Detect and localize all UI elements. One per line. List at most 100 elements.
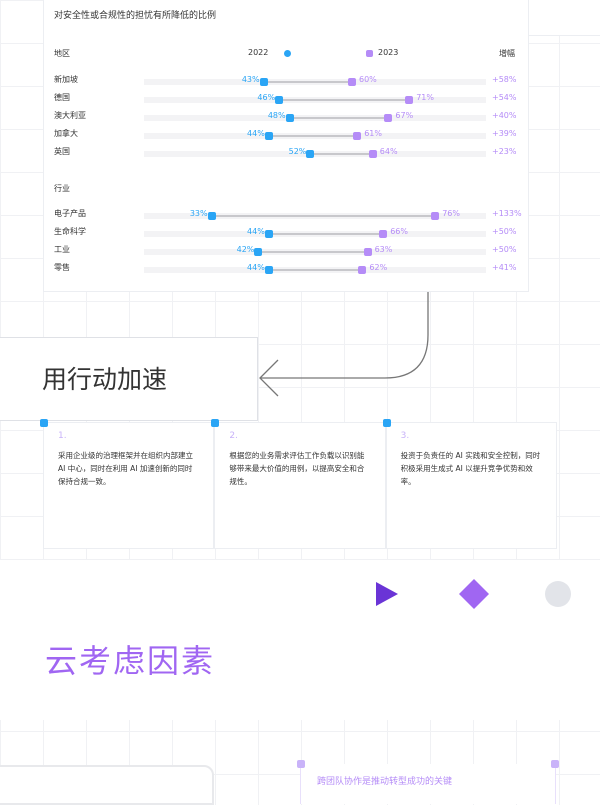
range-line (268, 233, 384, 235)
point-2022 (264, 132, 273, 140)
point-2023 (384, 114, 393, 122)
header-2023: 2023 (378, 48, 399, 57)
chart-row: 英国 52% 64% +23% (44, 146, 530, 158)
curved-arrow (259, 292, 429, 397)
point-2022 (264, 230, 273, 238)
value-2023: 67% (395, 111, 414, 120)
growth-value: +50% (492, 227, 517, 236)
growth-value: +58% (492, 75, 517, 84)
circle-icon (545, 581, 571, 607)
value-2023: 76% (442, 209, 460, 218)
triangle-icon (376, 582, 398, 606)
value-2023: 64% (379, 147, 398, 156)
row-label: 电子产品 (54, 209, 86, 218)
action-card: 2. 根据您的业务需求评估工作负载以识别能够带来最大价值的用例，以提高安全和合规性… (211, 419, 386, 549)
row-label: 零售 (54, 263, 70, 272)
marker (297, 760, 305, 768)
point-2022 (306, 150, 315, 158)
value-2023: 60% (359, 75, 377, 84)
value-2022: 43% (241, 75, 260, 84)
bottom-caption-box: 跨团队协作是推动转型成功的关键 (297, 760, 559, 804)
chart-row: 电子产品 33% 76% +133% (44, 208, 530, 220)
value-2022: 42% (236, 245, 255, 254)
point-2023 (353, 132, 362, 140)
growth-value: +39% (492, 129, 517, 138)
range-line (263, 81, 352, 83)
range-line (289, 117, 389, 119)
action-card: 3. 投资于负责任的 AI 实践和安全控制，同时积极采用生成式 AI 以提升竞争优… (382, 419, 557, 549)
growth-value: +54% (492, 93, 517, 102)
card-text: 投资于负责任的 AI 实践和安全控制，同时积极采用生成式 AI 以提升竞争优势和… (400, 451, 541, 486)
point-2023 (405, 96, 414, 104)
card-number: 2. (229, 431, 238, 441)
range-line (211, 215, 436, 217)
row-label: 工业 (54, 245, 70, 254)
industry-label: 行业 (54, 184, 70, 193)
range-line (268, 135, 358, 137)
value-2022: 48% (267, 111, 286, 120)
bottom-box (0, 765, 214, 805)
point-2022 (207, 212, 216, 220)
legend-dot-2022 (284, 50, 291, 57)
value-2023: 63% (374, 245, 393, 254)
accelerate-box: 用行动加速 (0, 337, 258, 421)
point-2023 (431, 212, 440, 220)
header-region: 地区 (54, 49, 70, 58)
chart-row: 生命科学 44% 66% +50% (44, 226, 530, 238)
point-2023 (358, 266, 367, 274)
value-2022: 52% (288, 147, 307, 156)
point-2022 (259, 78, 268, 86)
header-2022: 2022 (248, 48, 269, 57)
growth-value: +40% (492, 111, 517, 120)
card-text: 根据您的业务需求评估工作负载以识别能够带来最大价值的用例，以提高安全和合规性。 (229, 451, 365, 486)
accelerate-title: 用行动加速 (42, 365, 168, 394)
chart-row: 零售 44% 62% +41% (44, 262, 530, 274)
growth-value: +23% (492, 147, 517, 156)
section-band (0, 560, 600, 720)
legend-dot-2023 (366, 50, 373, 57)
row-label: 生命科学 (54, 227, 86, 236)
point-2023 (348, 78, 356, 86)
card-text: 采用企业级的治理框架并在组织内部建立 AI 中心，同时在利用 AI 加速创新的同… (58, 451, 193, 486)
range-line (310, 153, 373, 155)
point-2022 (275, 96, 284, 104)
point-2023 (363, 248, 372, 256)
row-label: 澳大利亚 (54, 111, 86, 120)
row-label: 德国 (54, 93, 70, 102)
bottom-caption: 跨团队协作是推动转型成功的关键 (317, 777, 453, 787)
card-number: 1. (58, 431, 67, 441)
action-cards: 1. 采用企业级的治理框架并在组织内部建立 AI 中心，同时在利用 AI 加速创新… (40, 419, 557, 549)
value-2023: 61% (364, 129, 382, 138)
value-2023: 66% (390, 227, 408, 236)
chart-row: 澳大利亚 48% 67% +40% (44, 110, 530, 122)
marker (551, 760, 559, 768)
chart-row: 新加坡 43% 60% +58% (44, 74, 530, 86)
chart-row: 工业 42% 63% +50% (44, 244, 530, 256)
diamond-icon (459, 579, 489, 609)
row-label: 英国 (54, 147, 70, 156)
point-2022 (285, 114, 294, 122)
card-marker (40, 419, 48, 427)
value-2022: 44% (247, 227, 265, 236)
shape-icons (376, 579, 571, 609)
row-label: 加拿大 (54, 129, 78, 138)
value-2022: 44% (247, 129, 265, 138)
range-line (268, 269, 363, 271)
section-title: 云考虑因素 (45, 642, 216, 680)
chart-row: 德国 46% 71% +54% (44, 92, 530, 104)
header-growth: 增幅 (499, 49, 515, 58)
value-2023: 62% (369, 263, 388, 272)
row-label: 新加坡 (54, 75, 78, 84)
value-2022: 33% (189, 209, 208, 218)
range-line (279, 99, 410, 101)
chart-row: 加拿大 44% 61% +39% (44, 128, 530, 140)
card-number: 3. (400, 431, 410, 441)
growth-value: +50% (492, 245, 517, 254)
point-2023 (368, 150, 377, 158)
value-2022: 46% (257, 93, 276, 102)
chart-title: 对安全性或合规性的担忧有所降低的比例 (54, 11, 217, 21)
point-2022 (254, 248, 263, 256)
growth-value: +133% (492, 209, 522, 218)
value-2022: 44% (247, 263, 265, 272)
card-marker (382, 419, 391, 427)
